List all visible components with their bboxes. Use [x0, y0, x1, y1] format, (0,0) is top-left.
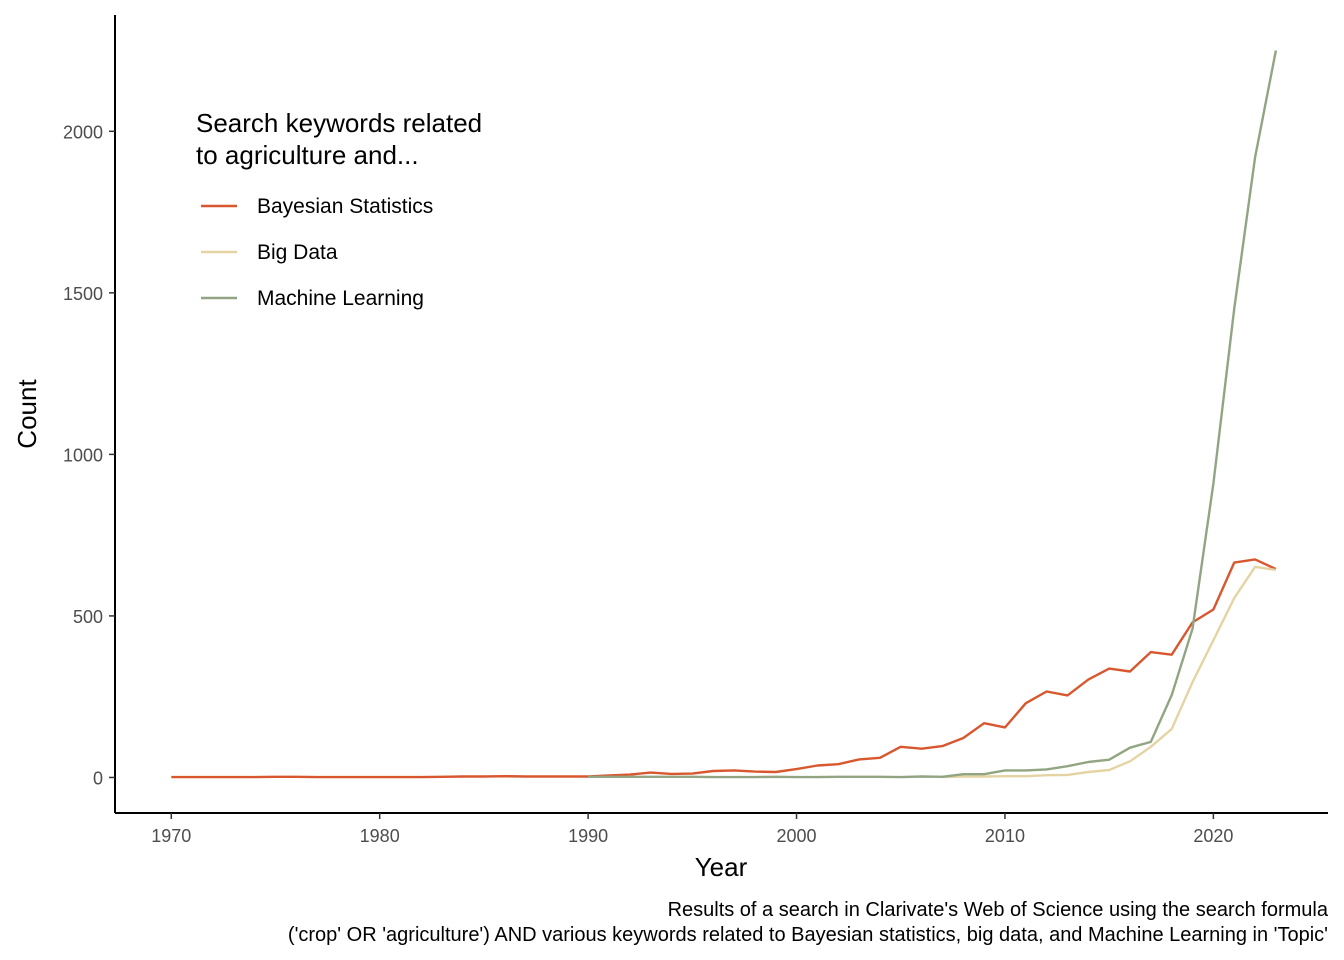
legend-title-line-1: Search keywords related [196, 108, 482, 138]
series-line-big-data [942, 565, 1277, 779]
legend: Search keywords related to agriculture a… [196, 108, 482, 310]
y-tick-label: 500 [73, 607, 103, 627]
legend-title-line-2: to agriculture and... [196, 140, 419, 170]
y-tick-label: 2000 [63, 122, 103, 142]
caption-line-2: ('crop' OR 'agriculture') AND various ke… [288, 924, 1328, 946]
y-axis-title: Count [12, 379, 42, 449]
x-tick-label: 2000 [777, 826, 817, 846]
x-tick-label: 2010 [985, 826, 1025, 846]
legend-label: Machine Learning [257, 287, 424, 310]
caption-line-1: Results of a search in Clarivate's Web o… [668, 899, 1329, 921]
x-tick-label: 1970 [151, 826, 191, 846]
x-tick-label: 1980 [360, 826, 400, 846]
x-axis-title: Year [695, 852, 748, 882]
series-line-bayesian-statistics [171, 558, 1277, 779]
y-tick-label: 1500 [63, 284, 103, 304]
series-line-machine-learning [588, 50, 1278, 779]
plot-area [171, 50, 1278, 779]
legend-label: Bayesian Statistics [257, 195, 433, 218]
legend-label: Big Data [257, 241, 338, 264]
y-tick-label: 1000 [63, 445, 103, 465]
x-tick-label: 2020 [1193, 826, 1233, 846]
x-tick-label: 1990 [568, 826, 608, 846]
axes: 1970 1980 1990 2000 2010 2020 0 500 1000 1500 2000 [63, 15, 1328, 846]
y-tick-label: 0 [93, 768, 103, 788]
